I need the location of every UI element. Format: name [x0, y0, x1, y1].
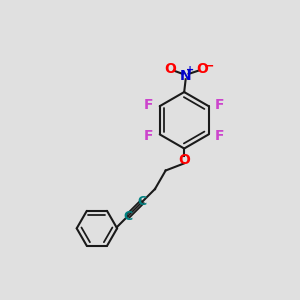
Text: C: C — [123, 210, 132, 223]
Text: −: − — [203, 59, 214, 72]
Text: N: N — [180, 69, 191, 83]
Text: O: O — [164, 62, 176, 76]
Text: F: F — [144, 98, 153, 112]
Text: O: O — [196, 62, 208, 76]
Text: F: F — [215, 98, 225, 112]
Text: F: F — [215, 129, 225, 143]
Text: +: + — [186, 65, 194, 75]
Text: C: C — [138, 195, 147, 208]
Text: F: F — [144, 129, 153, 143]
Text: O: O — [178, 153, 190, 167]
